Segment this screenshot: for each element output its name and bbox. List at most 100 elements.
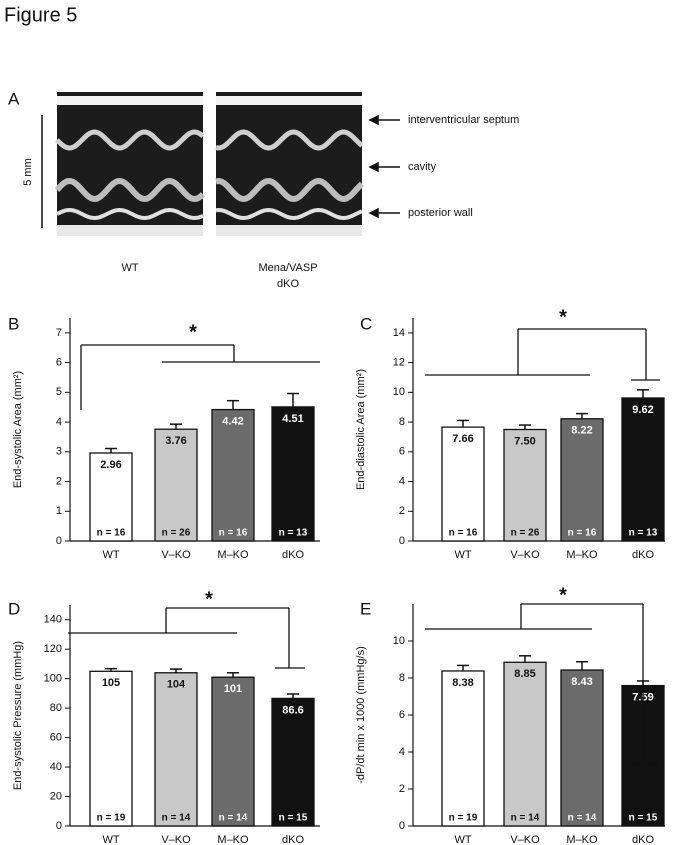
y-axis-label: -dP/dt min x 1000 (mmHg/s) [355, 646, 367, 784]
y-tick-label: 0 [399, 535, 405, 547]
n-label: n = 19 [97, 813, 126, 824]
value-label: 104 [167, 679, 186, 691]
y-tick-label: 3 [56, 446, 62, 458]
panel-label: B [8, 314, 19, 333]
n-label: n = 14 [162, 813, 191, 824]
value-label: 86.6 [282, 704, 303, 716]
y-tick-label: 10 [393, 635, 405, 647]
y-tick-label: 20 [50, 790, 62, 802]
bar [154, 672, 198, 827]
value-label: 4.42 [222, 415, 243, 427]
echo-images [54, 92, 365, 236]
y-tick-label: 140 [44, 614, 62, 626]
image-label: WT [121, 262, 138, 274]
echo-band [216, 96, 362, 105]
x-tick-label: M–KO [566, 834, 598, 845]
significance-star: * [205, 588, 213, 610]
bar [621, 397, 665, 542]
x-tick-label: V–KO [510, 549, 540, 561]
bar [560, 418, 604, 542]
y-tick-label: 8 [399, 672, 405, 684]
bar [89, 670, 133, 827]
y-tick-label: 8 [399, 416, 405, 428]
value-label: 105 [102, 677, 120, 689]
y-tick-label: 2 [399, 505, 405, 517]
n-label: n = 16 [219, 528, 248, 539]
y-tick-label: 60 [50, 732, 62, 744]
echo-wall [215, 207, 363, 221]
y-tick-label: 4 [399, 475, 405, 487]
value-label: 8.22 [571, 425, 592, 437]
n-label: n = 14 [511, 813, 540, 824]
bar [503, 428, 547, 542]
echo-wall [56, 207, 204, 221]
value-label: 9.62 [632, 404, 653, 416]
y-tick-label: 12 [393, 357, 405, 369]
y-tick-label: 0 [56, 535, 62, 547]
n-label: n = 15 [279, 813, 308, 824]
scale-label: 5 mm [22, 158, 34, 186]
n-label: n = 13 [279, 528, 308, 539]
x-tick-label: dKO [632, 834, 654, 845]
bar [441, 670, 485, 827]
n-label: n = 16 [449, 528, 478, 539]
panel-label: C [360, 314, 372, 333]
image-label: Mena/VASP [258, 262, 317, 274]
bar [154, 428, 198, 542]
x-tick-label: dKO [282, 549, 304, 561]
y-tick-label: 10 [393, 386, 405, 398]
echo-band [216, 225, 362, 236]
n-label: n = 14 [568, 813, 597, 824]
n-label: n = 26 [162, 528, 191, 539]
y-tick-label: 4 [399, 746, 405, 758]
y-tick-label: 4 [56, 416, 62, 428]
y-tick-label: 6 [56, 357, 62, 369]
n-label: n = 16 [568, 528, 597, 539]
echo-wall [215, 129, 364, 151]
y-tick-label: 120 [44, 643, 62, 655]
x-tick-label: V–KO [161, 834, 191, 845]
significance-star: * [559, 584, 567, 606]
panel-label: D [8, 599, 20, 618]
y-tick-label: 14 [393, 327, 405, 339]
bar [271, 406, 315, 542]
y-tick-label: 1 [56, 505, 62, 517]
x-tick-label: V–KO [161, 549, 191, 561]
x-tick-label: M–KO [217, 549, 249, 561]
bar [503, 661, 547, 827]
y-tick-label: 2 [399, 783, 405, 795]
value-label: 8.43 [571, 676, 592, 688]
value-label: 2.96 [100, 459, 121, 471]
arrows [368, 114, 400, 219]
panel-label: E [360, 599, 371, 618]
x-tick-label: V–KO [510, 834, 540, 845]
x-tick-label: WT [102, 549, 119, 561]
bar [271, 697, 315, 827]
n-label: n = 13 [629, 528, 658, 539]
x-tick-label: M–KO [217, 834, 249, 845]
value-label: 3.76 [165, 435, 186, 447]
y-tick-label: 80 [50, 702, 62, 714]
y-tick-label: 6 [399, 446, 405, 458]
annotation: cavity [408, 161, 437, 173]
y-tick-label: 0 [399, 820, 405, 832]
y-axis-label: End-systolic Area (mm²) [12, 371, 24, 488]
n-label: n = 26 [511, 528, 540, 539]
value-label: 8.85 [514, 668, 535, 680]
annotation: interventricular septum [408, 114, 519, 126]
echo-wall [215, 177, 365, 203]
bar [441, 426, 485, 542]
y-tick-label: 7 [56, 327, 62, 339]
y-tick-label: 100 [44, 673, 62, 685]
echo-wall [54, 177, 206, 203]
y-tick-label: 5 [56, 386, 62, 398]
y-axis-label: End-systolic Pressure (mmHg) [12, 641, 24, 790]
y-axis-label: End-diastolic Area (mm²) [355, 369, 367, 490]
significance-star: * [559, 306, 567, 328]
x-tick-label: M–KO [566, 549, 598, 561]
n-label: n = 16 [97, 528, 126, 539]
value-label: 8.38 [452, 677, 473, 689]
image-label: dKO [277, 278, 299, 290]
n-label: n = 15 [629, 813, 658, 824]
